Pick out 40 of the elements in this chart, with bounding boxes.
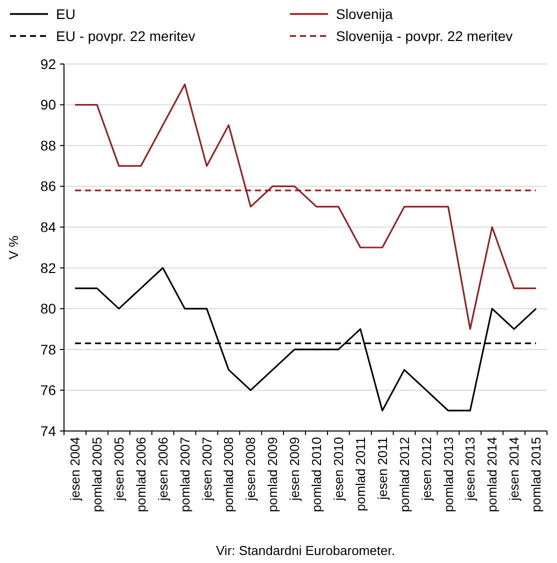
line-series — [74, 84, 537, 330]
x-tick-label: pomlad 2011 — [352, 437, 368, 512]
x-tick-label: pomlad 2007 — [177, 437, 192, 512]
legend-label: Slovenija - povpr. 22 meritev — [336, 28, 513, 44]
x-tick-label: pomlad 2005 — [90, 437, 104, 512]
y-tick-label: 88 — [40, 137, 56, 154]
x-tick-label: pomlad 2012 — [396, 437, 412, 512]
y-tick-label: 74 — [40, 422, 56, 439]
x-tick-label: jesen 2010 — [330, 437, 346, 502]
x-tick-label: jesen 2013 — [462, 437, 478, 502]
y-tick-label: 84 — [40, 219, 56, 236]
y-tick-label: 86 — [40, 178, 56, 194]
y-tick-label: 92 — [40, 56, 56, 72]
x-tick-label: pomlad 2010 — [309, 437, 324, 512]
x-tick-label: jesen 2009 — [287, 437, 302, 502]
x-tick-label: pomlad 2015 — [528, 437, 544, 512]
line-series — [74, 267, 537, 412]
x-tick-label: jesen 2012 — [418, 437, 434, 502]
x-tick-label: jesen 2005 — [111, 437, 126, 502]
x-tick-label: pomlad 2014 — [484, 437, 500, 512]
y-tick-label: 78 — [40, 341, 56, 358]
x-tick-label: jesen 2006 — [155, 437, 170, 502]
x-tick-label: jesen 2011 — [374, 437, 390, 501]
y-tick-label: 80 — [40, 300, 56, 317]
x-tick-label: jesen 2014 — [506, 437, 522, 502]
y-tick-label: 76 — [40, 382, 56, 398]
x-tick-label: pomlad 2008 — [221, 437, 236, 512]
x-tick-label: jesen 2007 — [199, 437, 214, 502]
x-tick-label: pomlad 2006 — [133, 437, 148, 512]
x-tick-label: pomlad 2013 — [440, 437, 456, 512]
y-tick-label: 82 — [40, 260, 56, 276]
legend-label: EU — [56, 6, 76, 22]
legend-label: EU - povpr. 22 meritev — [56, 28, 196, 44]
y-tick-label: 90 — [40, 96, 56, 113]
x-tick-label: jesen 2008 — [243, 437, 258, 502]
legend-label: Slovenija — [336, 6, 394, 22]
y-axis-title: V % — [6, 235, 21, 260]
x-tick-label: pomlad 2009 — [265, 437, 280, 512]
text: Vir: Standardni Eurobarometer. — [216, 543, 395, 558]
x-tick-label: jesen 2004 — [68, 437, 83, 502]
